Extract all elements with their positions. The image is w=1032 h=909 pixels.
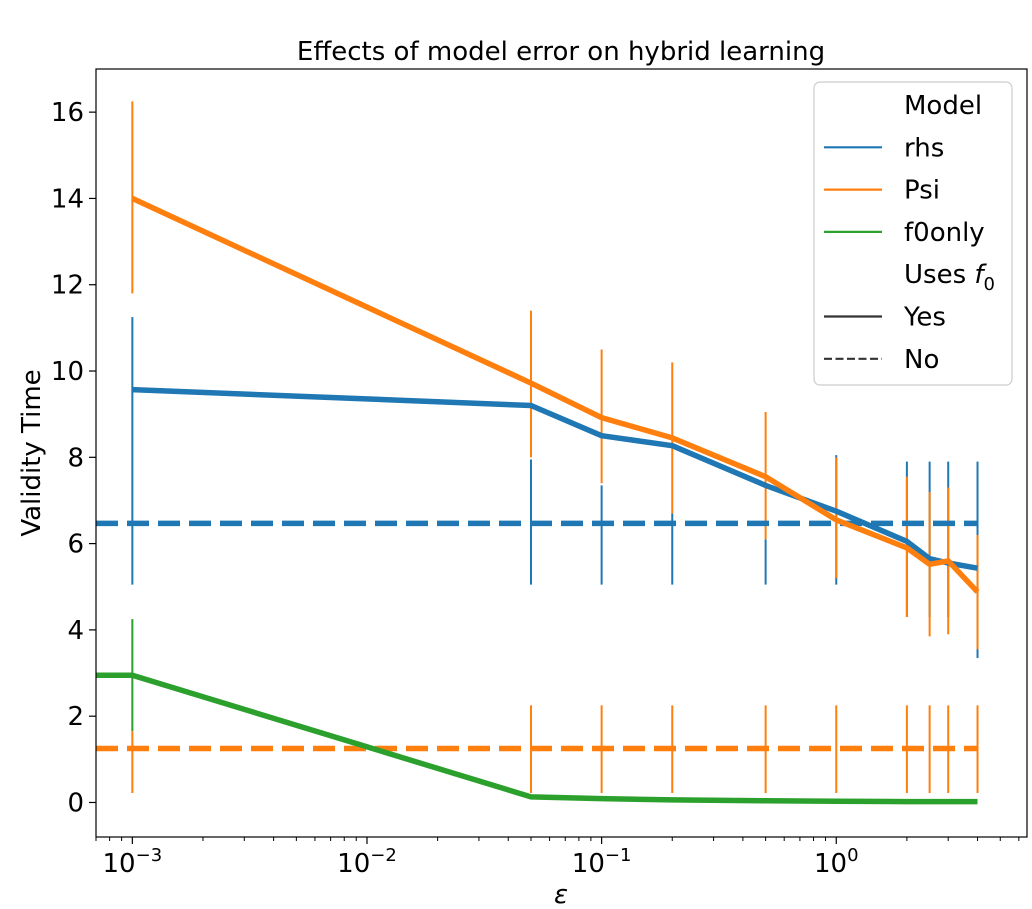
legend-rhs-label: rhs bbox=[904, 133, 944, 163]
axes: 0 2 4 6 8 10 12 14 16 10−3 10−2 10−1 100 bbox=[51, 98, 1020, 879]
legend-uses-label: Uses f0 bbox=[904, 260, 995, 295]
y-tick-label: 2 bbox=[67, 702, 84, 732]
legend-f0only-label: f0only bbox=[904, 218, 985, 248]
Psi-series-line bbox=[131, 195, 980, 594]
y-tick-label: 12 bbox=[51, 271, 84, 301]
plot-frame bbox=[95, 68, 1028, 838]
legend-model-label: Model bbox=[904, 91, 982, 121]
y-tick-label: 0 bbox=[67, 788, 84, 818]
y-tick-label: 10 bbox=[51, 357, 84, 387]
y-tick-label: 14 bbox=[51, 184, 84, 214]
y-tick-label: 4 bbox=[67, 616, 84, 646]
x-tick-label: 100 bbox=[814, 845, 859, 879]
y-tick-label: 6 bbox=[67, 530, 84, 560]
y-tick-label: 8 bbox=[67, 443, 84, 473]
legend-yes-label: Yes bbox=[903, 303, 946, 333]
legend-box bbox=[813, 81, 1013, 386]
plot-area bbox=[96, 101, 980, 805]
legend-psi-label: Psi bbox=[904, 176, 940, 206]
chart-title: Effects of model error on hybrid learnin… bbox=[297, 37, 825, 67]
legend: Model rhs Psi f0only Uses f0 Yes No bbox=[813, 81, 1013, 386]
y-axis-label: Validity Time bbox=[17, 369, 47, 536]
x-tick-label: 10−1 bbox=[572, 845, 632, 879]
legend-no-label: No bbox=[904, 345, 939, 375]
y-tick-label: 16 bbox=[51, 98, 84, 128]
x-axis-label: ε bbox=[554, 880, 568, 909]
f0only-series-line bbox=[96, 672, 978, 805]
x-tick-label: 10−3 bbox=[103, 845, 163, 879]
rhs-series-line bbox=[132, 386, 978, 571]
x-tick-label: 10−2 bbox=[337, 845, 397, 879]
